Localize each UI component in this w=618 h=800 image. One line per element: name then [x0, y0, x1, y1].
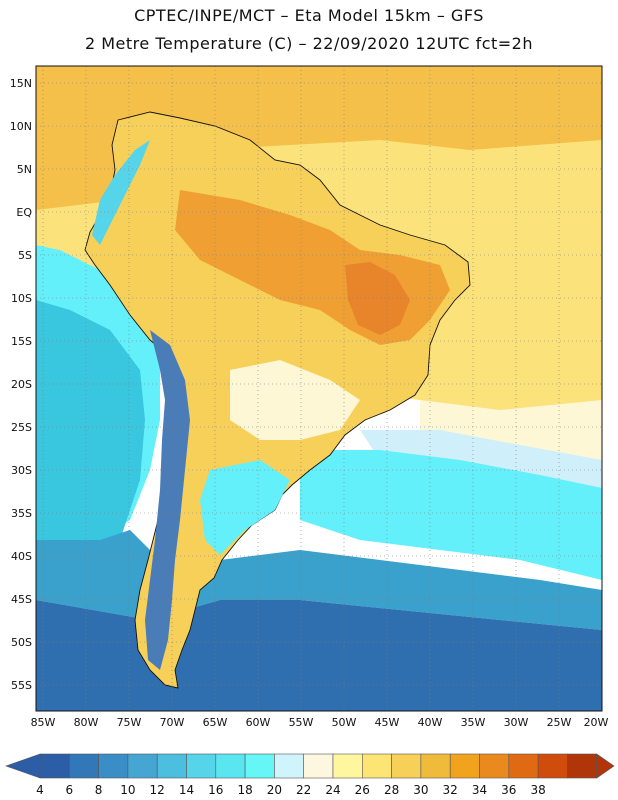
lon-label: 65W: [203, 716, 228, 729]
ocean-cool-band: [360, 430, 602, 490]
colorbar-label: 26: [355, 783, 370, 797]
land-very-hot-region: [345, 262, 410, 335]
title-line-1: CPTEC/INPE/MCT – Eta Model 15km – GFS: [134, 6, 484, 25]
colorbar-swatch: [391, 753, 422, 779]
lat-label: 10S: [11, 292, 32, 305]
colorbar-label: 22: [296, 783, 311, 797]
ocean-colder-band-west: [36, 300, 145, 560]
colorbar-swatch: [244, 753, 275, 779]
colorbar-label: 34: [472, 783, 487, 797]
land-mild-south: [230, 360, 360, 440]
land-cool-pampas: [200, 460, 290, 555]
lon-label: 35W: [461, 716, 486, 729]
lon-label: 70W: [160, 716, 185, 729]
lon-label: 20W: [584, 716, 609, 729]
colorbar-label: 18: [237, 783, 252, 797]
title-line-2: 2 Metre Temperature (C) – 22/09/2020 12U…: [84, 34, 533, 53]
colorbar-label: 14: [179, 783, 194, 797]
colorbar-swatch: [361, 753, 392, 779]
colorbar-label: 12: [150, 783, 165, 797]
colorbar-label: 30: [413, 783, 428, 797]
andes-cold-spine: [145, 330, 190, 670]
lon-label: 25W: [547, 716, 572, 729]
andes-north-spine: [92, 140, 150, 245]
colorbar-label: 24: [325, 783, 340, 797]
colorbar-left-arrow: [5, 753, 41, 779]
colorbar-swatch: [127, 753, 158, 779]
lat-label: 55S: [11, 679, 32, 692]
lon-label: 85W: [31, 716, 56, 729]
lon-label: 60W: [246, 716, 271, 729]
lat-label: 35S: [11, 507, 32, 520]
colorbar-swatch: [508, 753, 539, 779]
lat-label: 45S: [11, 593, 32, 606]
colorbar-label: 36: [501, 783, 516, 797]
colorbar-swatch: [449, 753, 480, 779]
lon-label: 55W: [289, 716, 314, 729]
colorbar-swatch: [69, 753, 99, 779]
colorbar-label: 10: [120, 783, 135, 797]
lat-label: 10N: [10, 120, 32, 133]
lat-label: 15S: [11, 335, 32, 348]
colorbar-swatch: [332, 753, 363, 779]
colorbar-swatch: [567, 753, 598, 779]
colorbar-label: 6: [65, 783, 73, 797]
colorbar-swatch: [537, 753, 568, 779]
lon-label: 50W: [332, 716, 357, 729]
lon-label: 30W: [504, 716, 529, 729]
colorbar-swatch: [98, 753, 129, 779]
lat-label: 15N: [10, 77, 32, 90]
lat-label: 5S: [18, 249, 32, 262]
colorbar-swatch: [39, 753, 70, 779]
colorbar-label: 28: [384, 783, 399, 797]
colorbar-swatch: [186, 753, 217, 779]
colorbar-swatch: [479, 753, 510, 779]
lon-label: 45W: [375, 716, 400, 729]
lat-label: 40S: [11, 550, 32, 563]
lat-label: EQ: [16, 206, 32, 219]
colorbar-label: 4: [36, 783, 44, 797]
lon-label: 80W: [74, 716, 99, 729]
colorbar-swatch: [274, 753, 304, 779]
map-frame: [35, 65, 603, 712]
lat-label: 30S: [11, 464, 32, 477]
colorbar-label: 20: [267, 783, 282, 797]
colorbar-swatch: [156, 753, 187, 779]
lon-label: 75W: [117, 716, 142, 729]
lat-label: 5N: [17, 163, 32, 176]
colorbar-label: 8: [95, 783, 103, 797]
colorbar-swatch: [215, 753, 246, 779]
colorbar-swatch: [420, 753, 451, 779]
colorbar-label: 16: [208, 783, 223, 797]
colorbar-swatch: [303, 753, 334, 779]
ocean-cold-band-east: [300, 450, 602, 580]
colorbar: 4 6 8 10 12 14 16 18 20 22 24 26 28 30 32 34 36 38: [5, 753, 615, 797]
colorbar-label: 38: [530, 783, 545, 797]
map-field: [36, 66, 602, 711]
latitude-labels: 15N 10N 5N EQ 5S 10S 15S 20S 25S 30S 35S…: [10, 77, 33, 692]
longitude-labels: 85W 80W 75W 70W 65W 60W 55W 50W 45W 40W …: [31, 716, 609, 729]
lat-label: 25S: [11, 421, 32, 434]
colorbar-right-arrow: [596, 753, 615, 779]
lat-label: 50S: [11, 636, 32, 649]
colorbar-label: 32: [443, 783, 458, 797]
lat-label: 20S: [11, 378, 32, 391]
lon-label: 40W: [418, 716, 443, 729]
